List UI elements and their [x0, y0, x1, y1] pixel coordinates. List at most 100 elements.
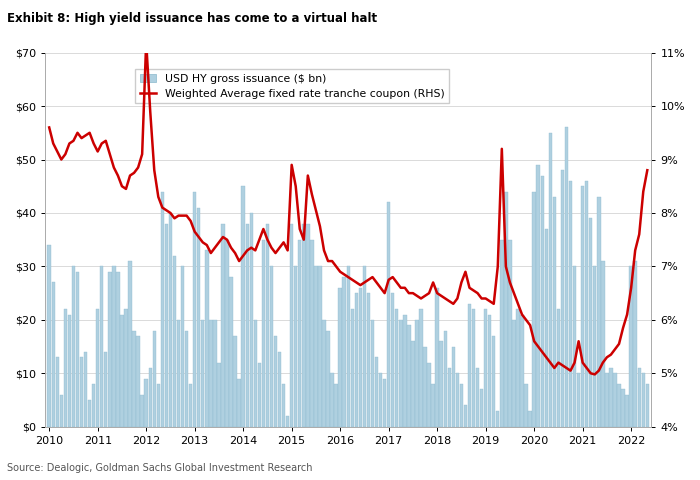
Bar	[278, 352, 281, 427]
Bar	[330, 373, 334, 427]
Bar	[589, 218, 592, 427]
Bar	[480, 389, 483, 427]
Bar	[504, 192, 508, 427]
Bar	[160, 192, 164, 427]
Bar	[645, 384, 649, 427]
Bar	[520, 314, 524, 427]
Bar	[585, 181, 589, 427]
Bar	[209, 320, 213, 427]
Bar	[606, 373, 608, 427]
Bar	[294, 266, 298, 427]
Bar	[205, 251, 209, 427]
Bar	[153, 331, 156, 427]
Bar	[363, 266, 366, 427]
Bar	[144, 379, 148, 427]
Bar	[71, 266, 75, 427]
Bar	[282, 384, 286, 427]
Bar	[622, 389, 625, 427]
Bar	[136, 336, 140, 427]
Bar	[533, 192, 536, 427]
Legend: USD HY gross issuance ($ bn), Weighted Average fixed rate tranche coupon (RHS): USD HY gross issuance ($ bn), Weighted A…	[135, 69, 449, 103]
Bar	[120, 314, 124, 427]
Bar	[104, 352, 108, 427]
Bar	[371, 320, 374, 427]
Bar	[536, 165, 540, 427]
Bar	[270, 266, 273, 427]
Bar	[395, 309, 398, 427]
Bar	[274, 336, 277, 427]
Bar	[355, 293, 358, 427]
Bar	[132, 331, 136, 427]
Bar	[322, 320, 326, 427]
Bar	[302, 224, 305, 427]
Bar	[237, 379, 241, 427]
Bar	[463, 406, 467, 427]
Bar	[314, 266, 318, 427]
Bar	[100, 266, 104, 427]
Bar	[411, 341, 414, 427]
Bar	[415, 320, 419, 427]
Bar	[181, 266, 184, 427]
Bar	[306, 224, 309, 427]
Bar	[484, 309, 487, 427]
Bar	[593, 266, 596, 427]
Bar	[601, 261, 605, 427]
Bar	[476, 368, 480, 427]
Bar	[597, 197, 601, 427]
Bar	[581, 186, 584, 427]
Bar	[634, 261, 637, 427]
Bar	[561, 170, 564, 427]
Bar	[189, 384, 192, 427]
Bar	[496, 411, 500, 427]
Text: Source: Dealogic, Goldman Sachs Global Investment Research: Source: Dealogic, Goldman Sachs Global I…	[7, 463, 312, 473]
Bar	[435, 288, 439, 427]
Bar	[55, 357, 59, 427]
Bar	[617, 384, 621, 427]
Bar	[351, 309, 354, 427]
Bar	[108, 272, 111, 427]
Bar	[185, 331, 188, 427]
Bar	[342, 277, 346, 427]
Bar	[125, 309, 127, 427]
Bar	[387, 202, 391, 427]
Bar	[625, 395, 629, 427]
Bar	[573, 266, 576, 427]
Bar	[447, 368, 451, 427]
Bar	[262, 240, 265, 427]
Bar	[613, 373, 617, 427]
Bar	[431, 384, 435, 427]
Bar	[298, 240, 302, 427]
Bar	[290, 224, 293, 427]
Bar	[383, 379, 386, 427]
Bar	[52, 282, 55, 427]
Bar	[60, 395, 63, 427]
Bar	[424, 347, 427, 427]
Bar	[48, 245, 51, 427]
Bar	[88, 400, 91, 427]
Text: Exhibit 8: High yield issuance has come to a virtual halt: Exhibit 8: High yield issuance has come …	[7, 12, 377, 25]
Bar	[253, 320, 257, 427]
Bar	[517, 309, 519, 427]
Bar	[440, 341, 443, 427]
Bar	[346, 266, 350, 427]
Bar	[96, 309, 99, 427]
Bar	[286, 416, 289, 427]
Bar	[508, 240, 512, 427]
Bar	[528, 411, 532, 427]
Bar	[367, 293, 370, 427]
Bar	[460, 384, 463, 427]
Bar	[524, 384, 528, 427]
Bar	[164, 224, 168, 427]
Bar	[545, 229, 548, 427]
Bar	[217, 362, 220, 427]
Bar	[549, 133, 552, 427]
Bar	[358, 288, 362, 427]
Bar	[116, 272, 120, 427]
Bar	[629, 266, 633, 427]
Bar	[148, 368, 152, 427]
Bar	[468, 304, 471, 427]
Bar	[403, 314, 407, 427]
Bar	[230, 277, 233, 427]
Bar	[141, 395, 144, 427]
Bar	[512, 320, 516, 427]
